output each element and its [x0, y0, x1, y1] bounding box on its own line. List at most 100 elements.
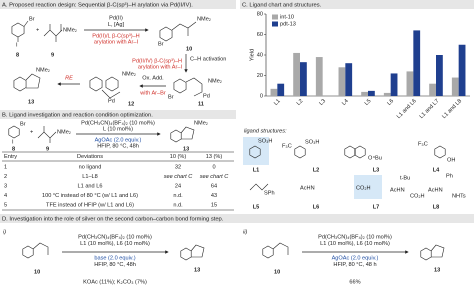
- bar: [406, 71, 414, 96]
- skeleton: [32, 242, 49, 255]
- skeleton: [190, 244, 205, 258]
- atom-label: Pd: [108, 98, 115, 104]
- table-cell: 1: [4, 164, 7, 170]
- benzene-ring: [173, 78, 187, 94]
- reagent: Pd(II)/L β-C(sp³)–H: [92, 33, 139, 39]
- skeleton: [43, 24, 63, 42]
- ligand-label: L3: [373, 167, 380, 173]
- bar: [361, 91, 368, 96]
- pyridine-ring: [354, 145, 366, 159]
- skeleton: [25, 73, 41, 89]
- legend-swatch: [272, 14, 278, 20]
- skeleton: [185, 77, 203, 97]
- atom-label: NMe₂: [194, 120, 208, 126]
- substituent: O: [368, 155, 373, 161]
- atom-label: NMe₂: [122, 71, 136, 77]
- benzene-ring: [294, 145, 306, 159]
- substituent: CO₂H: [410, 193, 425, 199]
- y-axis-label: Yield: [249, 49, 255, 61]
- bar: [429, 83, 436, 96]
- atom-label: Br: [168, 94, 174, 100]
- part-label: i): [3, 229, 6, 235]
- plus: +: [36, 27, 39, 33]
- bar: [451, 77, 459, 96]
- table-cell: 4: [4, 193, 7, 199]
- legend-label: pdt-13: [280, 21, 296, 27]
- condition: Pd(CH₃CN)₄(BF₄)₂ (10 mol%): [318, 234, 392, 240]
- benzene-ring: [22, 245, 34, 259]
- reagent: arylation with Ar–I: [138, 64, 183, 70]
- table-cell: 2: [4, 174, 7, 180]
- substituent: F₃C: [282, 143, 292, 149]
- substituent: AcHN: [300, 185, 315, 191]
- y-tick-label: 80: [257, 11, 263, 17]
- x-tick-label: L1 and L7: [419, 98, 441, 120]
- reagent: RE: [65, 75, 73, 81]
- y-tick-label: 40: [257, 52, 263, 58]
- compound-number: 13: [194, 267, 200, 273]
- substituent: F₃C: [418, 141, 428, 147]
- panel-title: B. Ligand investigation and reaction con…: [2, 112, 153, 118]
- compound-number: 8: [12, 146, 15, 152]
- table-cell: no ligand: [79, 164, 102, 170]
- substituent: ⁿBu: [373, 154, 382, 161]
- plus: +: [30, 129, 33, 135]
- compound-number: 10: [274, 269, 280, 275]
- table-cell: see chart C: [164, 174, 194, 180]
- benzene-ring: [105, 76, 119, 92]
- substituent: SO₃H: [305, 139, 319, 145]
- benzene-ring: [11, 22, 25, 38]
- condition: L1 (10 mol%), L6 (10 mol%): [320, 241, 390, 247]
- highlight: [354, 175, 382, 199]
- y-tick-label: 60: [257, 32, 263, 38]
- ligand-label: L2: [313, 167, 320, 173]
- substituent: SPh: [264, 190, 275, 196]
- panel-header-bg: [0, 110, 236, 119]
- table-cell: 32: [175, 164, 181, 170]
- x-tick-label: L2: [296, 98, 305, 107]
- ligand-labels: L1 L2 L3 L4 L5 L6 L7 L8: [253, 167, 440, 210]
- table-cell: 5: [4, 202, 7, 208]
- condition: HFIP, 80 °C, 48 h: [333, 262, 376, 268]
- ligand-label: L7: [373, 204, 380, 210]
- x-tick-label: L4: [341, 98, 350, 107]
- substituent: SO₃H: [258, 138, 272, 144]
- table-cell: L1–L8: [82, 174, 98, 180]
- skeleton: [430, 244, 445, 258]
- legend-label: int-10: [280, 14, 294, 20]
- atom-label: I: [16, 42, 18, 48]
- condition: Pd(CH₃CN)₄(BF₄)₂ (10 mol%): [81, 120, 155, 126]
- condition: L1 (10 mol%), L6 (10 mol%): [80, 241, 150, 247]
- skeleton: [180, 126, 195, 140]
- table-cell: 100 °C instead of 80 °C (w/ L1 and L6): [42, 193, 138, 199]
- panel-header-bg: [0, 214, 474, 223]
- condition: AgOAc (2.0 equiv.): [332, 255, 379, 261]
- compound-number: 12: [128, 101, 134, 107]
- substituent: Ph: [446, 173, 453, 179]
- atom-label: NMe₂: [36, 67, 50, 73]
- skeleton: [171, 21, 197, 36]
- bar: [413, 30, 421, 96]
- reagent: with Ar–Br: [139, 90, 166, 96]
- condition: AgOAc (2.0 equiv.): [95, 137, 142, 143]
- x-tick-label: L1 and L6: [396, 98, 418, 120]
- benzene-ring: [159, 26, 173, 42]
- bar: [345, 63, 353, 96]
- skeleton: [272, 242, 289, 255]
- x-tick-label: L3: [318, 98, 327, 107]
- skeleton: [101, 89, 121, 99]
- table-header: Deviations: [77, 154, 103, 160]
- ligand-label: L4: [433, 167, 440, 173]
- pyridine-ring: [434, 145, 446, 159]
- compound-number: 10: [186, 46, 192, 52]
- benzene-ring: [89, 76, 103, 92]
- x-tick-label: L1 and L8: [441, 98, 463, 120]
- legend-swatch: [272, 21, 278, 27]
- benzene-ring: [13, 76, 27, 92]
- substituent: OH: [447, 157, 455, 163]
- skeleton: [249, 183, 269, 191]
- part-label: ii): [243, 229, 247, 235]
